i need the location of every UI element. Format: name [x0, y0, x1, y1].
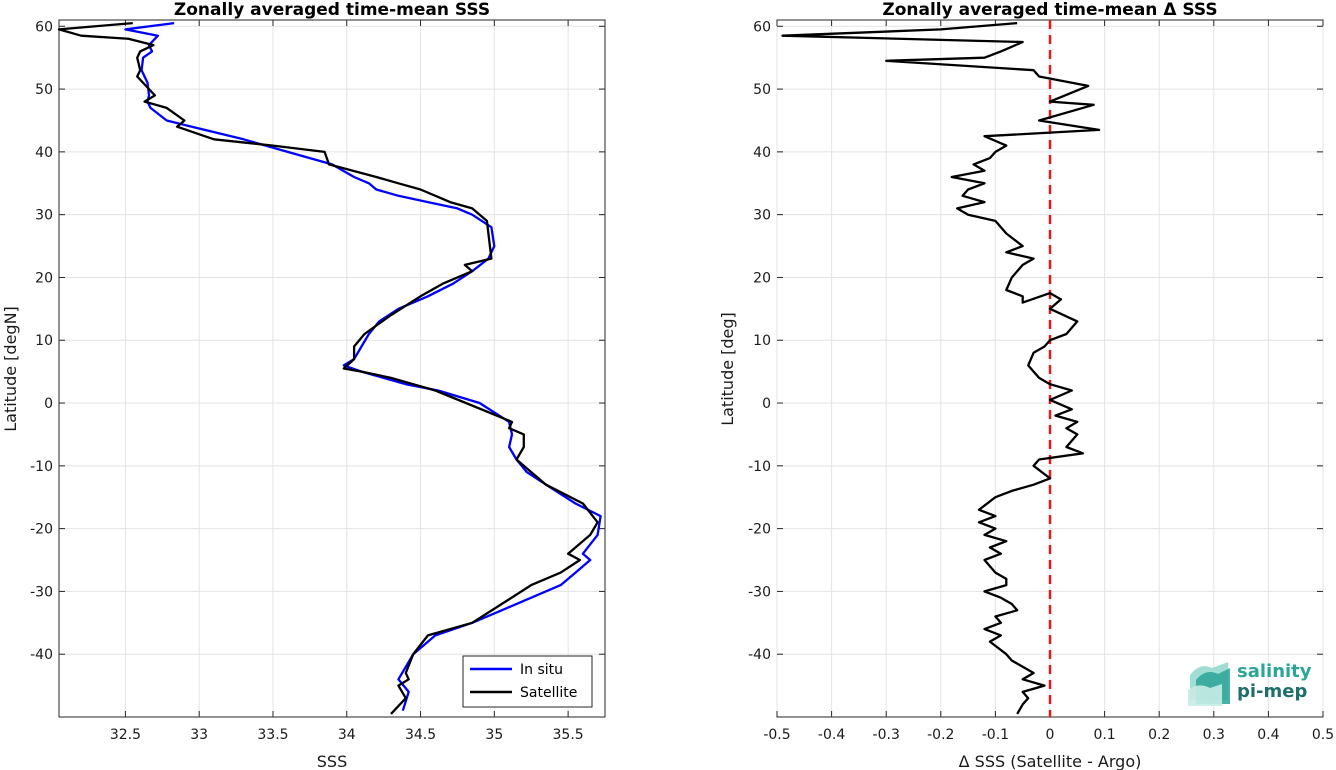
- right-chart-title: Zonally averaged time-mean Δ SSS: [882, 0, 1217, 20]
- right-ytick-label: 60: [753, 19, 771, 35]
- right-chart-panel: -0.5 -0.4 -0.3 -0.2 -0.1 0 0.1 0.2 0.3 0.4 0.5 60 50…: [718, 0, 1334, 770]
- legend-box: [462, 655, 593, 708]
- right-xtick-label: -0.4: [818, 727, 845, 743]
- right-xtick-label: -0.5: [763, 727, 790, 743]
- left-chart-title: Zonally averaged time-mean SSS: [174, 0, 490, 20]
- left-y-axis-label: Latitude [degN]: [1, 306, 20, 432]
- right-x-axis-label: Δ SSS (Satellite - Argo): [959, 752, 1142, 770]
- right-ytick-label: 20: [753, 270, 771, 286]
- right-xtick-label: -0.1: [982, 727, 1009, 743]
- right-ticks: -0.5 -0.4 -0.3 -0.2 -0.1 0 0.1 0.2 0.3 0.4 0.5 60 50…: [748, 19, 1334, 743]
- left-ytick-label: -20: [30, 522, 53, 538]
- left-ytick-label: 60: [35, 19, 53, 35]
- right-xtick-label: 0.1: [1093, 727, 1115, 743]
- right-y-axis-label: Latitude [deg]: [718, 312, 737, 426]
- left-xtick-label: 34: [338, 727, 356, 743]
- left-series-satellite: [57, 21, 599, 715]
- right-ytick-label: 0: [762, 396, 771, 412]
- left-ytick-label: -10: [30, 459, 53, 475]
- right-series-delta-sss: [781, 21, 1101, 715]
- legend-label-in-situ: In situ: [520, 662, 563, 678]
- left-plot-area: [58, 19, 606, 718]
- left-xtick-label: 35: [485, 727, 503, 743]
- left-ytick-label: 20: [35, 270, 53, 286]
- right-ytick-label: 40: [753, 145, 771, 161]
- right-xtick-label: 0.3: [1203, 727, 1225, 743]
- left-xtick-label: 34.5: [405, 727, 436, 743]
- left-xtick-label: 32.5: [110, 727, 141, 743]
- right-xtick-label: 0: [1046, 727, 1055, 743]
- right-xtick-label: 0.4: [1257, 727, 1279, 743]
- right-ytick-label: 10: [753, 333, 771, 349]
- left-xtick-label: 33.5: [257, 727, 288, 743]
- left-ytick-label: -40: [30, 647, 53, 663]
- right-ytick-label: 50: [753, 82, 771, 98]
- left-x-axis-label: SSS: [317, 752, 347, 770]
- left-chart-panel: 32.5 33 33.5 34 34.5 35 35.5 60 50 40 30 20 10 0 -10 -2…: [1, 0, 606, 770]
- right-xtick-label: -0.3: [873, 727, 900, 743]
- left-xtick-label: 33: [190, 727, 208, 743]
- right-series-group: [781, 20, 1101, 717]
- left-ytick-label: 30: [35, 208, 53, 224]
- right-ytick-label: -20: [748, 522, 771, 538]
- left-ytick-label: 40: [35, 145, 53, 161]
- left-xtick-label: 35.5: [553, 727, 584, 743]
- left-ytick-label: 50: [35, 82, 53, 98]
- left-ticks: 32.5 33 33.5 34 34.5 35 35.5 60 50 40 30 20 10 0 -10 -2…: [30, 19, 605, 743]
- logo-line2: pi-mep: [1237, 681, 1307, 702]
- salinity-pi-mep-logo: salinity pi-mep: [1188, 661, 1312, 706]
- left-ytick-label: -30: [30, 584, 53, 600]
- right-ytick-label: -40: [748, 647, 771, 663]
- right-xtick-label: -0.2: [927, 727, 954, 743]
- left-grid: [59, 20, 605, 717]
- legend-label-satellite: Satellite: [520, 685, 577, 701]
- logo-waves-icon: [1188, 662, 1230, 706]
- left-ytick-label: 0: [44, 396, 53, 412]
- right-ytick-label: 30: [753, 208, 771, 224]
- right-ytick-label: -30: [748, 584, 771, 600]
- right-xtick-label: 0.2: [1148, 727, 1170, 743]
- right-ytick-label: -10: [748, 459, 771, 475]
- left-ytick-label: 10: [35, 333, 53, 349]
- logo-line1: salinity: [1237, 661, 1312, 682]
- legend: In situ Satellite: [462, 655, 593, 708]
- right-xtick-label: 0.5: [1312, 727, 1334, 743]
- left-series-group: [57, 21, 602, 715]
